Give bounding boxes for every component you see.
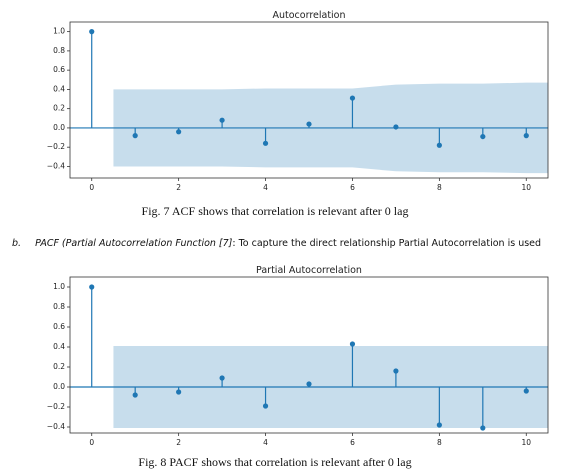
stem-marker bbox=[132, 133, 138, 139]
stem-marker bbox=[219, 375, 225, 381]
caption: Fig. 7 ACF shows that correlation is rel… bbox=[142, 204, 409, 218]
chart-title: Autocorrelation bbox=[272, 10, 345, 21]
x-tick-label: 0 bbox=[89, 183, 94, 192]
stem-marker bbox=[436, 142, 442, 148]
stem-marker bbox=[480, 425, 486, 431]
stem-marker bbox=[349, 341, 356, 347]
x-tick-label: 6 bbox=[350, 183, 355, 192]
stem-marker bbox=[480, 133, 486, 140]
y-tick-label: −0.4 bbox=[47, 422, 65, 431]
axes-frame bbox=[69, 276, 549, 434]
x-tick-label: 2 bbox=[176, 438, 181, 447]
stem-marker bbox=[176, 129, 182, 135]
x-tick-label: 0 bbox=[89, 438, 94, 447]
paragraph-text: : To capture the direct relationship Par… bbox=[232, 238, 541, 249]
stem-marker bbox=[306, 381, 312, 387]
x-tick-label: 4 bbox=[263, 438, 268, 447]
stem-marker bbox=[523, 388, 529, 394]
y-tick-label: 0.6 bbox=[53, 322, 65, 331]
y-tick-label: −0.4 bbox=[47, 161, 65, 170]
x-tick-label: 4 bbox=[263, 183, 268, 192]
stem-marker bbox=[176, 389, 182, 395]
y-tick-label: 0.8 bbox=[53, 46, 65, 55]
stem-marker bbox=[393, 368, 399, 374]
y-tick-label: 0.0 bbox=[53, 123, 65, 132]
x-tick-label: 8 bbox=[437, 438, 442, 447]
y-tick-label: −0.2 bbox=[47, 142, 65, 151]
stem-marker bbox=[219, 117, 225, 123]
stem-marker bbox=[306, 121, 312, 127]
y-tick-label: 1.0 bbox=[53, 282, 65, 291]
y-tick-label: 0.6 bbox=[53, 65, 65, 74]
y-tick-label: 0.2 bbox=[53, 362, 65, 371]
stem-marker bbox=[436, 422, 442, 428]
y-tick-label: 0.0 bbox=[53, 382, 65, 391]
y-tick-label: 0.4 bbox=[53, 84, 65, 93]
x-tick-label: 8 bbox=[437, 183, 442, 192]
stem-marker bbox=[393, 124, 399, 130]
stem-marker bbox=[132, 392, 138, 398]
y-tick-label: 0.8 bbox=[53, 302, 65, 311]
y-tick-label: 0.4 bbox=[53, 342, 65, 351]
stem-marker bbox=[349, 95, 356, 101]
y-tick-label: 1.0 bbox=[53, 27, 65, 36]
x-tick-label: 2 bbox=[176, 183, 181, 192]
stem-marker bbox=[523, 133, 529, 139]
y-tick-label: 0.2 bbox=[53, 104, 65, 113]
x-tick-label: 10 bbox=[521, 438, 531, 447]
caption: Fig. 8 PACF shows that correlation is re… bbox=[138, 455, 411, 469]
stem-marker bbox=[89, 29, 95, 35]
y-tick-label: −0.2 bbox=[47, 402, 65, 411]
list-marker: b. bbox=[12, 238, 21, 249]
x-tick-label: 10 bbox=[521, 183, 531, 192]
x-tick-label: 6 bbox=[350, 438, 355, 447]
stem-marker bbox=[89, 284, 95, 290]
paragraph: b. PACF (Partial Autocorrelation Function… bbox=[12, 238, 541, 249]
term: PACF (Partial Autocorrelation Function [… bbox=[35, 238, 233, 249]
stem-marker bbox=[262, 403, 269, 409]
axes-frame bbox=[69, 21, 549, 179]
stem-marker bbox=[262, 140, 269, 146]
chart-title: Partial Autocorrelation bbox=[256, 265, 362, 276]
